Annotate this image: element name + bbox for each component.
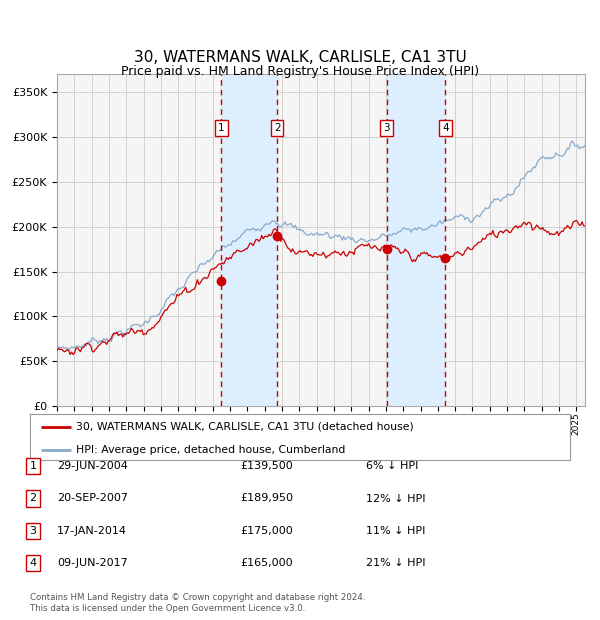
Text: 09-JUN-2017: 09-JUN-2017 — [57, 558, 128, 568]
Text: 1: 1 — [29, 461, 37, 471]
Text: 3: 3 — [29, 526, 37, 536]
Text: 12% ↓ HPI: 12% ↓ HPI — [366, 494, 425, 503]
Text: £165,000: £165,000 — [240, 558, 293, 568]
Text: 2: 2 — [274, 123, 281, 133]
Text: 4: 4 — [29, 558, 37, 568]
Text: 30, WATERMANS WALK, CARLISLE, CA1 3TU: 30, WATERMANS WALK, CARLISLE, CA1 3TU — [134, 50, 466, 65]
Text: Price paid vs. HM Land Registry's House Price Index (HPI): Price paid vs. HM Land Registry's House … — [121, 64, 479, 78]
Text: 2: 2 — [29, 494, 37, 503]
Text: HPI: Average price, detached house, Cumberland: HPI: Average price, detached house, Cumb… — [76, 445, 345, 455]
Text: 21% ↓ HPI: 21% ↓ HPI — [366, 558, 425, 568]
Text: 1: 1 — [218, 123, 224, 133]
Text: £175,000: £175,000 — [240, 526, 293, 536]
Text: 6% ↓ HPI: 6% ↓ HPI — [366, 461, 418, 471]
Text: 20-SEP-2007: 20-SEP-2007 — [57, 494, 128, 503]
Text: Contains HM Land Registry data © Crown copyright and database right 2024.
This d: Contains HM Land Registry data © Crown c… — [30, 593, 365, 613]
Text: £139,500: £139,500 — [240, 461, 293, 471]
Text: 3: 3 — [383, 123, 390, 133]
Text: 17-JAN-2014: 17-JAN-2014 — [57, 526, 127, 536]
Text: 29-JUN-2004: 29-JUN-2004 — [57, 461, 128, 471]
Text: 30, WATERMANS WALK, CARLISLE, CA1 3TU (detached house): 30, WATERMANS WALK, CARLISLE, CA1 3TU (d… — [76, 422, 413, 432]
Text: 11% ↓ HPI: 11% ↓ HPI — [366, 526, 425, 536]
Text: 4: 4 — [442, 123, 449, 133]
Bar — [386, 74, 445, 406]
Bar — [221, 74, 277, 406]
Text: £189,950: £189,950 — [240, 494, 293, 503]
